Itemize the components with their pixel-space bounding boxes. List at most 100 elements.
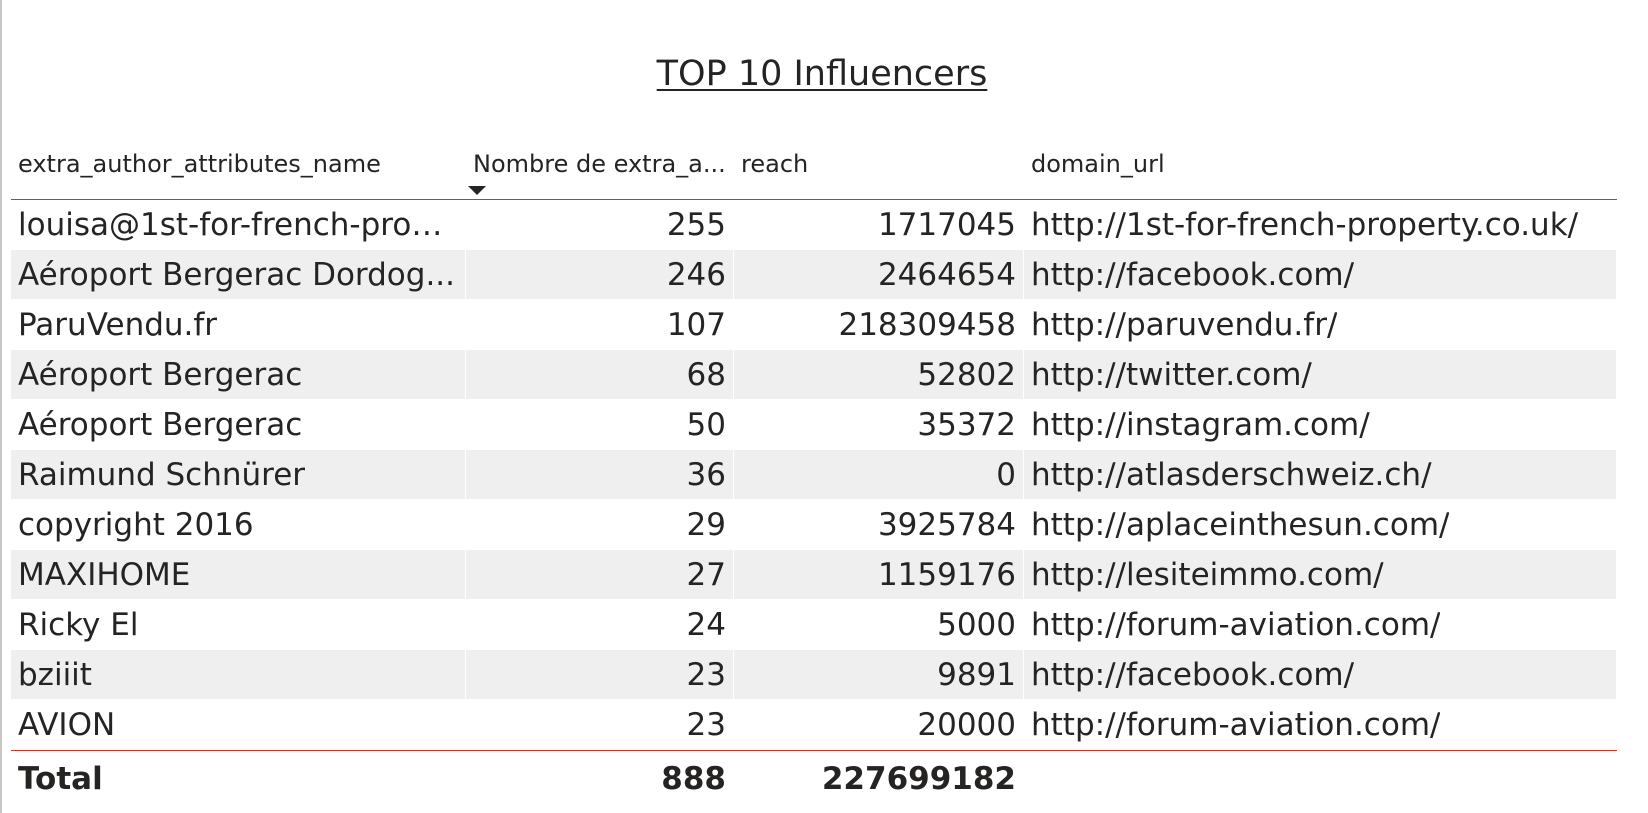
cell-domain: http://instagram.com/ [1024, 400, 1617, 449]
cell-count: 29 [466, 500, 734, 549]
cell-name: Raimund Schnürer [11, 450, 466, 499]
cell-domain: http://forum-aviation.com/ [1024, 600, 1617, 649]
cell-count-text: 246 [666, 256, 726, 293]
column-header-reach[interactable]: reach [734, 150, 1024, 199]
cell-name: bziiit [11, 650, 466, 699]
cell-domain: http://forum-aviation.com/ [1024, 700, 1617, 749]
cell-domain: http://paruvendu.fr/ [1024, 300, 1617, 349]
cell-count: 246 [466, 250, 734, 299]
cell-reach: 52802 [734, 350, 1024, 399]
cell-name: Aéroport Bergerac [11, 350, 466, 399]
cell-reach: 35372 [734, 400, 1024, 449]
table-row[interactable]: Ricky El 24 5000 http://forum-aviation.com/ [11, 600, 1617, 650]
cell-domain-text: http://instagram.com/ [1031, 406, 1370, 443]
cell-count-text: 29 [686, 506, 726, 543]
cell-count: 50 [466, 400, 734, 449]
cell-name-text: ParuVendu.fr [18, 306, 218, 343]
cell-count: 23 [466, 700, 734, 749]
table-row[interactable]: copyright 2016 29 3925784 http://aplaceinth… [11, 500, 1617, 550]
cell-reach: 2464654 [734, 250, 1024, 299]
cell-domain-text: http://facebook.com/ [1031, 656, 1355, 693]
column-header-reach-label: reach [741, 150, 809, 178]
cell-reach: 0 [734, 450, 1024, 499]
cell-domain-text: http://atlasderschweiz.ch/ [1031, 456, 1432, 493]
table-row[interactable]: Aéroport Bergerac Dordog... 246 2464654 htt… [11, 250, 1617, 300]
table-row[interactable]: MAXIHOME 27 1159176 http://lesiteimmo.com/ [11, 550, 1617, 600]
cell-name-text: Raimund Schnürer [18, 456, 306, 493]
cell-count: 107 [466, 300, 734, 349]
cell-reach-text: 1717045 [877, 206, 1016, 243]
cell-name-text: Ricky El [18, 606, 139, 643]
cell-name: Aéroport Bergerac [11, 400, 466, 449]
cell-name-text: bziiit [18, 656, 92, 693]
cell-name: copyright 2016 [11, 500, 466, 549]
cell-reach-text: 5000 [937, 606, 1016, 643]
cell-reach: 9891 [734, 650, 1024, 699]
cell-domain: http://twitter.com/ [1024, 350, 1617, 399]
cell-count: 255 [466, 200, 734, 249]
cell-domain: http://facebook.com/ [1024, 650, 1617, 699]
column-header-count-label: Nombre de extra_a... [473, 150, 726, 178]
total-domain [1024, 751, 1617, 806]
cell-domain-text: http://forum-aviation.com/ [1031, 606, 1441, 643]
total-label: Total [11, 751, 466, 806]
cell-count: 23 [466, 650, 734, 699]
total-reach: 227699182 [734, 751, 1024, 806]
cell-name-text: Aéroport Bergerac Dordog... [18, 256, 456, 293]
cell-reach-text: 3925784 [877, 506, 1016, 543]
table-row[interactable]: louisa@1st-for-french-prop... 255 1717045 h… [11, 200, 1617, 250]
visual-title: TOP 10 Influencers [656, 54, 988, 94]
cell-count-text: 107 [666, 306, 726, 343]
cell-name-text: AVION [18, 706, 116, 743]
cell-domain-text: http://lesiteimmo.com/ [1031, 556, 1384, 593]
cell-domain-text: http://forum-aviation.com/ [1031, 706, 1441, 743]
column-header-name-label: extra_author_attributes_name [18, 150, 381, 178]
column-header-domain[interactable]: domain_url [1024, 150, 1617, 199]
cell-count-text: 255 [666, 206, 726, 243]
cell-domain: http://atlasderschweiz.ch/ [1024, 450, 1617, 499]
table-row[interactable]: bziiit 23 9891 http://facebook.com/ [11, 650, 1617, 700]
table-header-row: extra_author_attributes_name Nombre de e… [11, 140, 1617, 200]
table-row[interactable]: Aéroport Bergerac 68 52802 http://twitter.c… [11, 350, 1617, 400]
table-body: louisa@1st-for-french-prop... 255 1717045 h… [11, 200, 1617, 750]
cell-count-text: 50 [686, 406, 726, 443]
table-row[interactable]: Raimund Schnürer 36 0 http://atlasderschwei… [11, 450, 1617, 500]
table-row[interactable]: AVION 23 20000 http://forum-aviation.com/ [11, 700, 1617, 750]
cell-domain-text: http://aplaceinthesun.com/ [1031, 506, 1450, 543]
cell-count-text: 27 [686, 556, 726, 593]
cell-count-text: 68 [686, 356, 726, 393]
cell-reach-text: 35372 [917, 406, 1016, 443]
cell-name: MAXIHOME [11, 550, 466, 599]
cell-name-text: MAXIHOME [18, 556, 191, 593]
influencers-table: extra_author_attributes_name Nombre de e… [11, 140, 1617, 806]
cell-count-text: 23 [686, 706, 726, 743]
total-row: Total 888 227699182 [11, 750, 1617, 806]
cell-reach: 20000 [734, 700, 1024, 749]
cell-reach-text: 9891 [937, 656, 1016, 693]
cell-count-text: 36 [686, 456, 726, 493]
cell-domain: http://aplaceinthesun.com/ [1024, 500, 1617, 549]
cell-name: AVION [11, 700, 466, 749]
table-row[interactable]: Aéroport Bergerac 50 35372 http://instagram… [11, 400, 1617, 450]
sort-descending-icon[interactable] [468, 186, 486, 195]
column-header-domain-label: domain_url [1031, 150, 1165, 178]
cell-reach-text: 20000 [917, 706, 1016, 743]
column-header-count[interactable]: Nombre de extra_a... [466, 150, 734, 199]
cell-count: 68 [466, 350, 734, 399]
cell-count: 24 [466, 600, 734, 649]
cell-reach: 5000 [734, 600, 1024, 649]
cell-reach-text: 1159176 [877, 556, 1016, 593]
column-header-name[interactable]: extra_author_attributes_name [11, 150, 466, 199]
cell-reach: 1159176 [734, 550, 1024, 599]
cell-name: ParuVendu.fr [11, 300, 466, 349]
total-count: 888 [466, 751, 734, 806]
cell-name-text: louisa@1st-for-french-prop... [18, 206, 458, 243]
cell-domain: http://lesiteimmo.com/ [1024, 550, 1617, 599]
cell-count: 27 [466, 550, 734, 599]
cell-domain-text: http://paruvendu.fr/ [1031, 306, 1338, 343]
cell-name: louisa@1st-for-french-prop... [11, 200, 466, 249]
table-row[interactable]: ParuVendu.fr 107 218309458 http://paruvendu… [11, 300, 1617, 350]
cell-count-text: 23 [686, 656, 726, 693]
cell-reach-text: 52802 [917, 356, 1016, 393]
